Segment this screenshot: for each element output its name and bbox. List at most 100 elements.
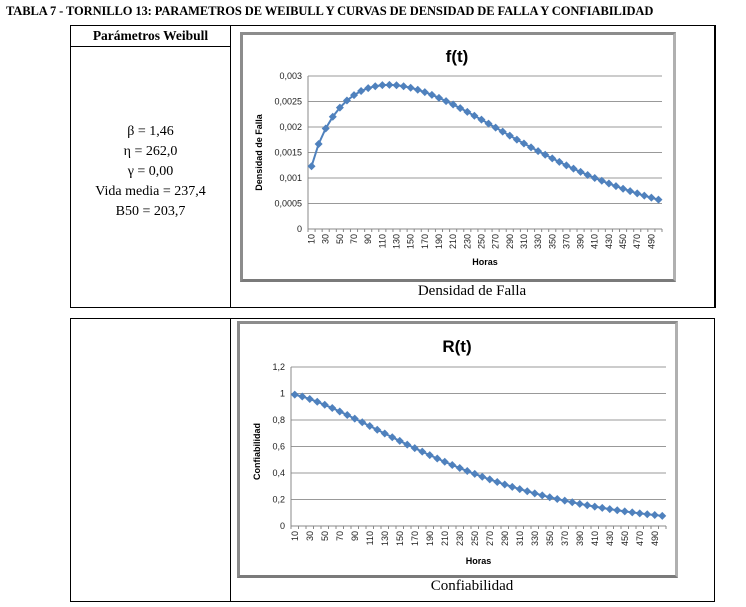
data-point <box>519 139 528 148</box>
data-point <box>328 112 337 121</box>
y-tick-label: 0,003 <box>279 71 302 81</box>
y-axis-title: Densidad de Falla <box>254 113 264 191</box>
y-tick-label: 0 <box>280 521 285 531</box>
data-point <box>640 191 649 200</box>
data-point <box>508 482 517 491</box>
data-point <box>399 82 408 91</box>
x-tick-label: 470 <box>635 531 645 546</box>
x-tick-label: 90 <box>363 234 373 244</box>
data-point <box>385 80 394 89</box>
data-point <box>410 444 419 453</box>
data-point <box>583 501 592 510</box>
x-tick-label: 390 <box>575 531 585 546</box>
data-point <box>635 509 644 518</box>
y-tick-label: 0,0025 <box>274 97 302 107</box>
param-beta: β = 1,46 <box>127 124 174 139</box>
x-tick-label: 110 <box>365 531 375 545</box>
data-point <box>392 81 401 90</box>
chart-title: R(t) <box>442 337 471 356</box>
data-point <box>619 184 628 193</box>
data-point <box>505 131 514 140</box>
x-tick-label: 430 <box>604 234 614 249</box>
table-title: TABLA 7 - TORNILLO 13: PARAMETROS DE WEI… <box>6 4 654 18</box>
data-point <box>515 485 524 494</box>
data-point <box>425 451 434 460</box>
data-point <box>442 97 451 106</box>
x-tick-label: 150 <box>406 234 416 249</box>
x-tick-label: 90 <box>350 531 360 541</box>
x-tick-label: 450 <box>618 234 628 249</box>
data-point <box>320 400 329 409</box>
data-point <box>548 154 557 163</box>
data-point <box>613 506 622 515</box>
x-axis-title: Horas <box>466 556 492 566</box>
x-axis-title: Horas <box>472 257 498 267</box>
y-tick-label: 0,6 <box>272 442 285 452</box>
data-point <box>560 496 569 505</box>
param-mean-life: Vida media = 237,4 <box>95 184 206 199</box>
x-tick-label: 490 <box>646 234 656 249</box>
caption-density: Densidad de Falla <box>417 283 527 299</box>
y-axis-title: Confiabilidad <box>252 423 262 480</box>
data-point <box>403 440 412 449</box>
data-point <box>654 195 663 204</box>
y-tick-label: 0,2 <box>272 495 285 505</box>
data-point <box>335 103 344 112</box>
data-point <box>418 447 427 456</box>
data-point <box>485 475 494 484</box>
data-point <box>538 491 547 500</box>
x-tick-label: 210 <box>448 234 458 249</box>
data-point <box>530 489 539 498</box>
data-point <box>350 91 359 100</box>
data-point <box>427 90 436 99</box>
data-point <box>365 422 374 431</box>
data-point <box>328 404 337 413</box>
data-point <box>498 127 507 136</box>
data-point <box>583 170 592 179</box>
x-tick-label: 110 <box>377 234 387 248</box>
data-point <box>575 499 584 508</box>
data-point <box>357 86 366 95</box>
data-point <box>590 173 599 182</box>
params-cell: β = 1,46 η = 262,0 γ = 0,00 Vida media =… <box>70 46 231 308</box>
x-tick-label: 370 <box>560 531 570 546</box>
data-point <box>590 502 599 511</box>
data-point <box>342 96 351 105</box>
data-point <box>611 182 620 191</box>
data-point <box>380 429 389 438</box>
data-point <box>456 104 465 113</box>
data-point <box>298 392 307 401</box>
data-point <box>455 464 464 473</box>
chart-frame-rt <box>237 321 678 578</box>
y-tick-label: 1,2 <box>272 362 285 372</box>
data-point <box>395 436 404 445</box>
data-point <box>555 157 564 166</box>
data-point <box>568 498 577 507</box>
data-point <box>493 477 502 486</box>
data-point <box>484 119 493 128</box>
chart-frame-ft <box>240 32 676 282</box>
data-point <box>448 460 457 469</box>
data-point <box>358 418 367 427</box>
data-point <box>527 143 536 152</box>
data-point <box>321 124 330 133</box>
data-point <box>406 83 415 92</box>
x-tick-label: 350 <box>545 531 555 546</box>
data-point <box>433 454 442 463</box>
x-tick-label: 30 <box>305 531 315 541</box>
x-tick-label: 210 <box>440 531 450 546</box>
x-tick-label: 170 <box>420 234 430 249</box>
data-point <box>371 82 380 91</box>
x-tick-label: 130 <box>392 234 402 249</box>
x-tick-label: 10 <box>307 234 317 244</box>
data-point <box>523 487 532 496</box>
data-point <box>434 93 443 102</box>
empty-left-cell <box>70 318 231 602</box>
data-point <box>478 472 487 481</box>
chart-title: f(t) <box>446 47 469 66</box>
data-point <box>598 503 607 512</box>
data-point <box>313 397 322 406</box>
x-tick-label: 350 <box>547 234 557 249</box>
